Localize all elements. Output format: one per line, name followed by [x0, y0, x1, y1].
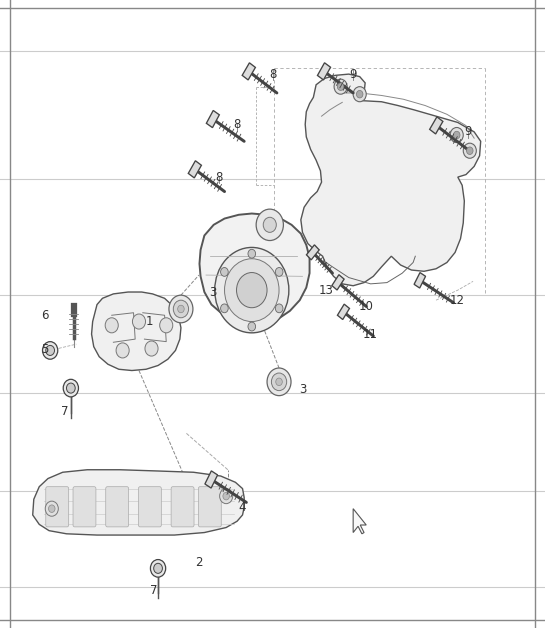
Circle shape	[267, 368, 291, 396]
Circle shape	[275, 268, 283, 276]
Circle shape	[221, 268, 228, 276]
Text: 9: 9	[464, 126, 471, 138]
Circle shape	[43, 342, 58, 359]
Text: 8: 8	[269, 68, 276, 80]
Circle shape	[248, 249, 256, 258]
Circle shape	[178, 305, 184, 313]
Text: 10: 10	[359, 300, 374, 313]
Polygon shape	[429, 117, 443, 134]
Polygon shape	[301, 74, 481, 286]
Circle shape	[463, 143, 476, 158]
Circle shape	[276, 378, 282, 386]
Circle shape	[225, 259, 279, 322]
Circle shape	[66, 383, 75, 393]
Circle shape	[453, 131, 460, 139]
Circle shape	[49, 505, 55, 512]
Text: 9: 9	[349, 68, 357, 80]
Polygon shape	[317, 63, 331, 80]
FancyBboxPatch shape	[106, 487, 129, 527]
Circle shape	[45, 501, 58, 516]
Circle shape	[450, 127, 463, 143]
Text: 3: 3	[209, 286, 216, 298]
Circle shape	[256, 209, 283, 241]
Circle shape	[150, 560, 166, 577]
Circle shape	[220, 489, 233, 504]
Text: 7: 7	[150, 584, 158, 597]
Circle shape	[145, 341, 158, 356]
Text: 1: 1	[146, 315, 154, 328]
Circle shape	[63, 379, 78, 397]
Circle shape	[248, 322, 256, 331]
Circle shape	[356, 90, 363, 98]
FancyBboxPatch shape	[198, 487, 221, 527]
Polygon shape	[242, 63, 256, 80]
Circle shape	[337, 83, 344, 90]
Text: 6: 6	[41, 309, 49, 322]
Text: 2: 2	[195, 556, 203, 568]
Polygon shape	[205, 471, 217, 488]
Circle shape	[132, 314, 146, 329]
FancyBboxPatch shape	[171, 487, 194, 527]
FancyBboxPatch shape	[138, 487, 161, 527]
Text: 5: 5	[41, 344, 49, 356]
FancyBboxPatch shape	[73, 487, 96, 527]
Circle shape	[237, 273, 267, 308]
Circle shape	[221, 304, 228, 313]
Polygon shape	[92, 292, 181, 371]
Circle shape	[173, 300, 189, 318]
Text: 8: 8	[215, 171, 223, 183]
Polygon shape	[353, 509, 366, 534]
Text: 4: 4	[239, 501, 246, 514]
Circle shape	[271, 373, 287, 391]
Circle shape	[215, 247, 289, 333]
Polygon shape	[207, 111, 219, 127]
Text: 13: 13	[318, 284, 334, 296]
Polygon shape	[414, 273, 426, 288]
Circle shape	[334, 79, 347, 94]
Circle shape	[105, 318, 118, 333]
Polygon shape	[188, 161, 202, 178]
Circle shape	[116, 343, 129, 358]
Text: 8: 8	[233, 118, 241, 131]
Text: 7: 7	[60, 405, 68, 418]
Circle shape	[160, 318, 173, 333]
Polygon shape	[306, 245, 319, 260]
Polygon shape	[332, 274, 344, 290]
Text: 11: 11	[363, 328, 378, 340]
Circle shape	[154, 563, 162, 573]
Circle shape	[353, 87, 366, 102]
Polygon shape	[33, 470, 244, 535]
Text: 12: 12	[449, 294, 464, 306]
Text: 3: 3	[299, 383, 306, 396]
Circle shape	[169, 295, 193, 323]
Circle shape	[467, 147, 473, 154]
Circle shape	[275, 304, 283, 313]
Circle shape	[46, 345, 54, 355]
FancyBboxPatch shape	[46, 487, 69, 527]
Polygon shape	[337, 304, 349, 320]
Circle shape	[223, 492, 229, 500]
Circle shape	[263, 217, 276, 232]
Polygon shape	[199, 214, 310, 323]
